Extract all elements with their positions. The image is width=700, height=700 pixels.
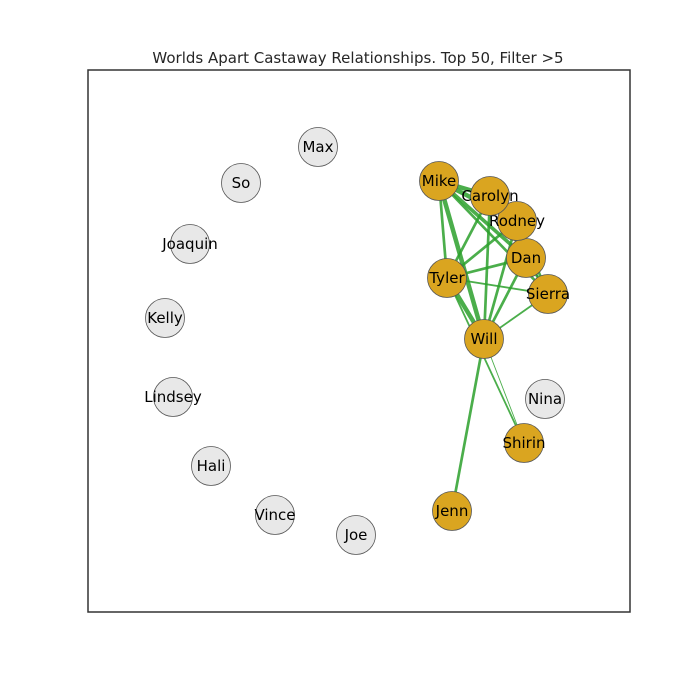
node-lindsey: Lindsey bbox=[144, 377, 202, 417]
node-label-carolyn: Carolyn bbox=[461, 187, 518, 205]
node-circle-so bbox=[221, 163, 261, 203]
node-dan: Dan bbox=[506, 238, 546, 278]
node-label-lindsey: Lindsey bbox=[144, 388, 202, 406]
node-kelly: Kelly bbox=[145, 298, 185, 338]
edge-mike-will bbox=[436, 178, 487, 342]
node-label-rodney: Rodney bbox=[489, 212, 545, 230]
node-circle-will bbox=[464, 319, 504, 359]
edge-will-jenn bbox=[450, 337, 486, 513]
node-label-max: Max bbox=[302, 138, 333, 156]
node-circle-nina bbox=[525, 379, 565, 419]
node-circle-rodney bbox=[497, 201, 537, 241]
edge-rodney-will bbox=[482, 219, 519, 341]
node-jenn: Jenn bbox=[432, 491, 472, 531]
node-label-will: Will bbox=[470, 330, 497, 348]
node-label-hali: Hali bbox=[197, 457, 226, 475]
node-circle-shirin bbox=[504, 423, 544, 463]
node-tyler: Tyler bbox=[427, 258, 467, 298]
node-circle-carolyn bbox=[470, 176, 510, 216]
node-circle-lindsey bbox=[153, 377, 193, 417]
node-circle-max bbox=[298, 127, 338, 167]
node-sierra: Sierra bbox=[526, 274, 570, 314]
nodes-layer: Max So Joaquin Kelly Lindsey Hali Vince Joe Jenn… bbox=[144, 127, 570, 555]
node-circle-joe bbox=[336, 515, 376, 555]
edge-tyler-shirin bbox=[446, 277, 525, 444]
node-joe: Joe bbox=[336, 515, 376, 555]
node-carolyn: Carolyn bbox=[461, 176, 519, 216]
plot-frame bbox=[87, 69, 631, 613]
node-rodney: Rodney bbox=[489, 201, 545, 241]
node-label-kelly: Kelly bbox=[147, 309, 183, 327]
node-label-joaquin: Joaquin bbox=[161, 235, 218, 253]
node-label-vince: Vince bbox=[254, 506, 295, 524]
node-label-shirin: Shirin bbox=[502, 434, 545, 452]
node-circle-joaquin bbox=[170, 224, 210, 264]
node-nina: Nina bbox=[525, 379, 565, 419]
node-circle-tyler bbox=[427, 258, 467, 298]
node-circle-jenn bbox=[432, 491, 472, 531]
node-will: Will bbox=[464, 319, 504, 359]
node-vince: Vince bbox=[254, 495, 296, 535]
node-label-so: So bbox=[232, 174, 251, 192]
node-circle-hali bbox=[191, 446, 231, 486]
node-label-dan: Dan bbox=[511, 249, 541, 267]
node-so: So bbox=[221, 163, 261, 203]
node-mike: Mike bbox=[419, 161, 459, 201]
node-max: Max bbox=[298, 127, 338, 167]
node-label-joe: Joe bbox=[344, 526, 368, 544]
node-label-mike: Mike bbox=[422, 172, 457, 190]
node-shirin: Shirin bbox=[502, 423, 546, 463]
node-label-tyler: Tyler bbox=[428, 269, 465, 287]
node-label-nina: Nina bbox=[528, 390, 562, 408]
node-label-sierra: Sierra bbox=[526, 285, 570, 303]
node-joaquin: Joaquin bbox=[161, 224, 218, 264]
node-circle-vince bbox=[255, 495, 295, 535]
node-circle-kelly bbox=[145, 298, 185, 338]
node-label-jenn: Jenn bbox=[435, 502, 469, 520]
figure-title: Worlds Apart Castaway Relationships. Top… bbox=[152, 49, 563, 67]
node-circle-mike bbox=[419, 161, 459, 201]
node-circle-sierra bbox=[528, 274, 568, 314]
node-hali: Hali bbox=[191, 446, 231, 486]
